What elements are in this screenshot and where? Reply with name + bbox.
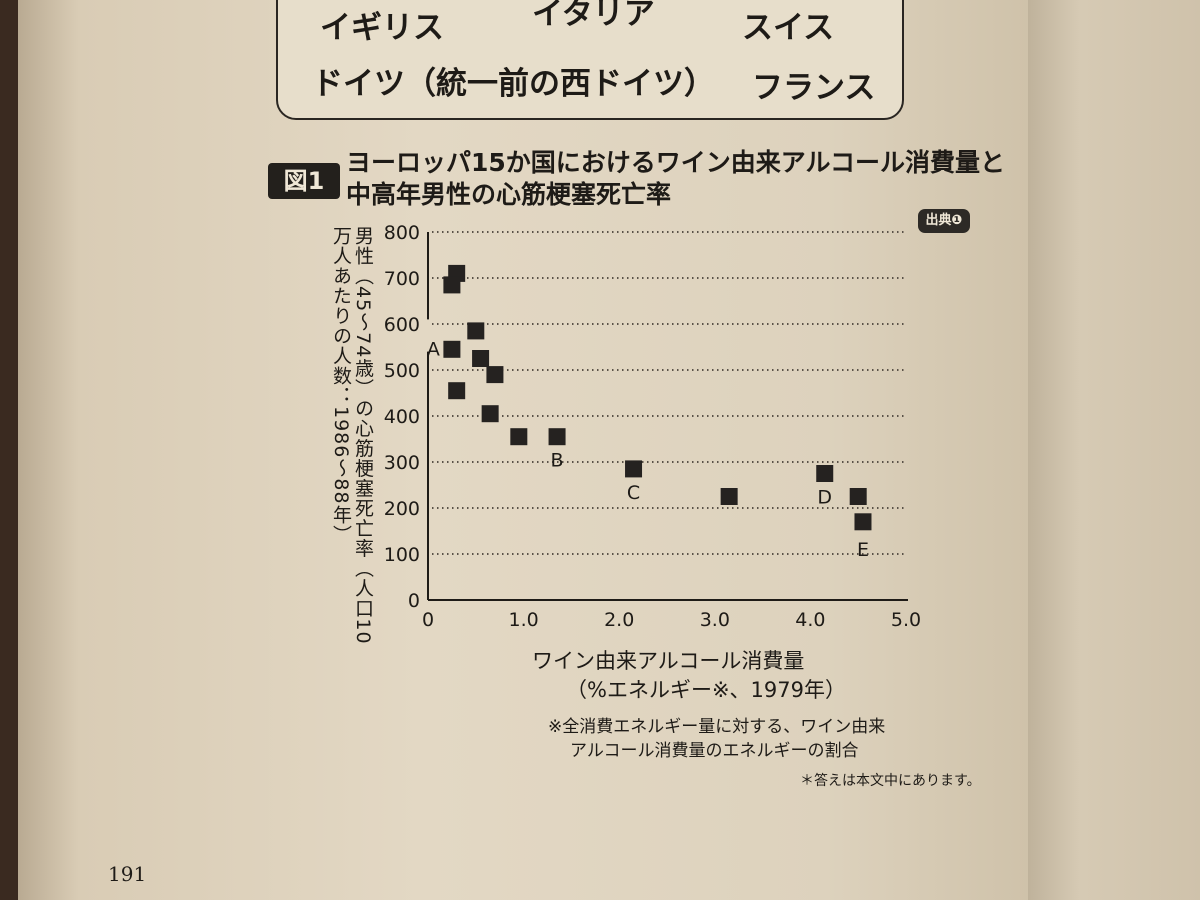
data-point xyxy=(467,322,485,340)
book-page xyxy=(18,0,1028,900)
figure-title-line2: 中高年男性の心筋梗塞死亡率 xyxy=(346,180,672,209)
y-axis-label: 男性（45〜74歳）の心筋梗塞死亡率（人口10万人あたりの人数：1986〜88年… xyxy=(330,226,374,645)
grid-lines xyxy=(432,231,906,555)
x-tick-label: 1.0 xyxy=(508,609,538,631)
quiz-option-uk: イギリス xyxy=(320,10,444,46)
point-labels: A B C D E xyxy=(427,338,869,561)
y-tick-label: 0 xyxy=(408,590,420,612)
data-point xyxy=(510,428,528,446)
quiz-option-france: フランス xyxy=(752,70,876,106)
point-label-E: E xyxy=(857,539,869,561)
data-point xyxy=(486,366,504,384)
y-tick-label: 800 xyxy=(384,222,420,244)
answer-note: ＊答えは本文中にあります。 xyxy=(800,773,981,789)
page-number: 191 xyxy=(108,862,147,886)
x-tick-label: 4.0 xyxy=(795,609,825,631)
y-tick-label: 600 xyxy=(384,314,420,336)
chart-axes xyxy=(427,232,908,601)
data-points xyxy=(443,264,872,531)
data-point xyxy=(816,465,834,482)
quiz-option-west-germany: ドイツ（統一前の西ドイツ） xyxy=(312,66,715,102)
point-label-C: C xyxy=(627,482,640,504)
point-label-D: D xyxy=(817,487,832,509)
figure-label: 図1 xyxy=(268,163,340,199)
y-tick-label: 100 xyxy=(384,544,420,566)
data-point xyxy=(481,405,499,423)
x-tick-label: 2.0 xyxy=(604,609,634,631)
x-tick-label: 3.0 xyxy=(700,609,730,631)
data-point xyxy=(854,513,872,531)
data-point xyxy=(720,488,738,505)
data-point xyxy=(443,340,461,358)
data-point xyxy=(548,428,566,446)
quiz-option-switzerland: スイス xyxy=(742,10,835,46)
x-axis-label: ワイン由来アルコール消費量 xyxy=(532,649,805,673)
data-point xyxy=(443,276,461,294)
point-label-A: A xyxy=(427,338,440,360)
data-point xyxy=(448,382,466,400)
energy-note-line1: ※全消費エネルギー量に対する、ワイン由来 xyxy=(548,717,886,737)
tick-labels: 0 100 200 300 400 500 600 700 800 0 1.0 2.0 3.0 4.0 5.… xyxy=(384,222,921,631)
y-tick-label: 500 xyxy=(384,360,420,382)
y-tick-label: 700 xyxy=(384,268,420,290)
y-tick-label: 200 xyxy=(384,498,420,520)
data-point xyxy=(849,488,867,505)
y-tick-label: 300 xyxy=(384,452,420,474)
energy-note-line2: アルコール消費量のエネルギーの割合 xyxy=(570,741,859,761)
x-tick-label: 0 xyxy=(422,609,434,631)
facing-page-edge xyxy=(1028,0,1200,900)
source-badge: 出典❶ xyxy=(918,209,970,233)
x-tick-label: 5.0 xyxy=(891,609,921,631)
data-point xyxy=(472,350,490,367)
figure-title-line1: ヨーロッパ15か国におけるワイン由来アルコール消費量と xyxy=(346,148,1006,177)
x-axis-label-sub: （%エネルギー※、1979年） xyxy=(566,678,846,702)
data-point xyxy=(625,460,643,478)
quiz-option-italy: イタリア xyxy=(532,0,655,32)
quiz-options-box: イギリス イタリア スイス ドイツ（統一前の西ドイツ） フランス xyxy=(276,0,904,120)
point-label-B: B xyxy=(551,450,564,472)
y-tick-label: 400 xyxy=(384,406,420,428)
